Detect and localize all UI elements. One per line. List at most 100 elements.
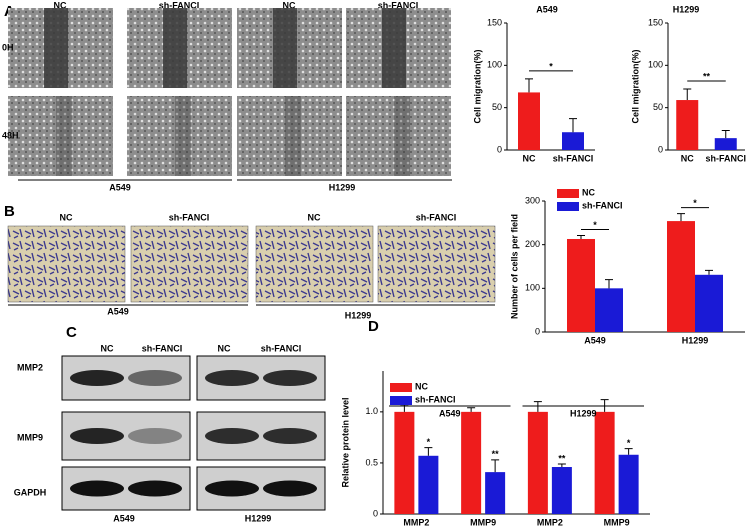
transwell-image [7,225,126,303]
error-bar [624,448,633,455]
y-tick-label: 150 [487,17,502,27]
bar [595,288,623,332]
label: MMP9 [470,517,496,527]
label: NC [523,153,536,163]
bar [676,100,699,150]
y-tick-label: 0.5 [365,457,378,467]
label: NC [681,153,694,163]
error-bar [525,78,533,93]
label: Cell migration(%) [472,49,482,123]
microscopy-image [237,96,342,176]
label: MMP2 [537,517,563,527]
label: H1299 [345,310,372,320]
label: A549 [113,513,135,523]
label: Relative protein level [340,397,350,487]
label: ** [492,449,500,459]
label: sh-FANCI [582,200,623,210]
wound-gap [394,96,410,176]
y-tick-label: 100 [487,60,502,70]
label: 48H [2,130,19,140]
bar [394,411,415,514]
microscopy-image [346,96,451,176]
y-tick-label: 50 [492,102,502,112]
label: GAPDH [14,487,47,497]
y-tick-label: 0 [535,326,540,336]
error-bar [577,234,585,239]
y-tick-label: 0 [373,508,378,518]
bar [714,138,737,150]
error-bar [677,213,685,222]
label: H1299 [570,408,597,418]
bar [667,221,695,332]
label: A549 [536,4,558,14]
label: sh-FANCI [553,153,594,163]
label: D [368,318,379,335]
label: sh-FANCI [415,394,456,404]
blot-band [205,428,259,444]
label: * [427,437,431,447]
error-bar [605,279,613,289]
wound-gap [56,96,72,176]
label: A549 [109,182,131,192]
legend-swatch [557,202,579,211]
label: * [627,438,631,448]
bar [418,455,439,514]
label: sh-FANCI [706,153,747,163]
label: sh-FANCI [378,0,419,10]
label: H1299 [682,335,709,345]
wound-gap [44,8,68,88]
bar [562,132,584,150]
error-bar [424,447,433,456]
bar [461,411,482,514]
label: NC [60,212,73,222]
label: sh-FANCI [142,343,183,353]
wound-gap [382,8,406,88]
bar [551,467,572,514]
label: NC [283,0,296,10]
blot-band [263,428,317,444]
label: H1299 [245,513,272,523]
label: 0H [2,42,14,52]
y-tick-label: 50 [653,102,663,112]
bar [618,454,639,514]
bar [527,411,548,514]
blot-band [70,428,124,444]
y-tick-label: 1.0 [365,406,378,416]
label: MMP9 [604,517,630,527]
y-tick-label: 0 [658,144,663,154]
blot-band [205,370,259,386]
label: MMP2 [17,362,43,372]
bar [567,238,595,332]
wound-gap [163,8,187,88]
y-tick-label: 100 [648,60,663,70]
error-bar [705,269,713,275]
label: H1299 [673,4,700,14]
bar [695,274,723,332]
legend-swatch [557,189,579,198]
wound-gap [285,96,301,176]
label: MMP9 [17,432,43,442]
legend-swatch [390,383,412,392]
error-bar [721,130,730,139]
label: NC [218,343,231,353]
label: NC [582,187,595,197]
blot-band [70,370,124,386]
label: sh-FANCI [416,212,457,222]
wound-gap [273,8,297,88]
y-tick-label: 150 [648,17,663,27]
label: MMP2 [403,517,429,527]
y-tick-label: 0 [497,144,502,154]
bar [594,411,615,514]
microscopy-image [8,96,113,176]
error-bar [569,118,577,133]
label: Number of cells per field [509,214,519,319]
label: B [4,203,15,220]
label: * [549,61,553,71]
blot-band [128,428,182,444]
blot-band [263,370,317,386]
error-bar [533,401,542,412]
microscopy-image [127,96,232,176]
label: ** [558,453,566,463]
label: C [66,324,77,341]
